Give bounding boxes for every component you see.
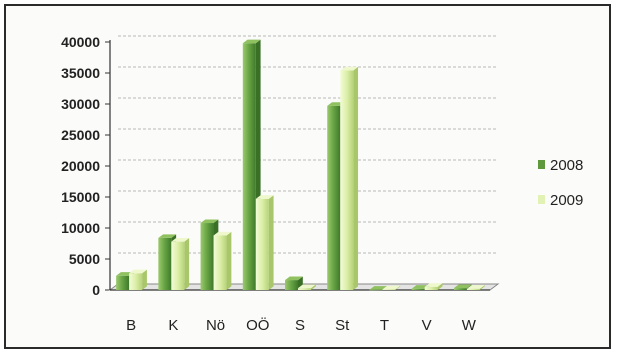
chart-frame (4, 4, 611, 349)
x-tick-label: B (126, 317, 136, 334)
x-tick-label: W (462, 317, 477, 334)
y-tick-label: 0 (92, 282, 100, 298)
bar-2009-St (340, 66, 359, 291)
x-tick-label: S (295, 317, 305, 334)
y-tick-label: 15000 (61, 189, 100, 205)
legend-label-2009: 2009 (550, 192, 583, 209)
bars (116, 39, 485, 291)
y-tick-label: 40000 (61, 34, 100, 50)
axis-labels: 0 5000 10000 15000 20000 25000 30000 35000 40000… (61, 34, 477, 334)
bar-2009-S (298, 284, 316, 290)
bar-2009-B (129, 269, 147, 290)
bar-2009-K (171, 238, 190, 290)
x-tick-label: K (168, 317, 178, 334)
y-tick-label: 10000 (61, 220, 100, 236)
x-tick-label: T (380, 317, 389, 334)
y-tick-label: 20000 (61, 158, 100, 174)
bar-2009-T (382, 285, 401, 290)
x-tick-label: OÖ (246, 316, 269, 334)
bar-2009-Nö (213, 231, 232, 290)
bar-2009-OÖ (255, 195, 274, 290)
legend-swatch-2008 (538, 160, 545, 169)
y-tick-label: 25000 (61, 127, 100, 143)
x-tick-label: St (335, 317, 350, 334)
x-tick-label: Nö (206, 317, 225, 334)
legend-swatch-2009 (538, 195, 545, 204)
y-tick-label: 5000 (69, 251, 100, 267)
grid-lines (118, 35, 498, 254)
bar-2009-W (466, 285, 485, 290)
legend-label-2008: 2008 (550, 157, 583, 174)
y-tick-label: 35000 (61, 65, 100, 81)
y-tick-label: 30000 (61, 96, 100, 112)
bar-2009-V (424, 283, 443, 290)
legend: 2008 2009 (538, 157, 583, 209)
x-tick-label: V (422, 317, 432, 334)
